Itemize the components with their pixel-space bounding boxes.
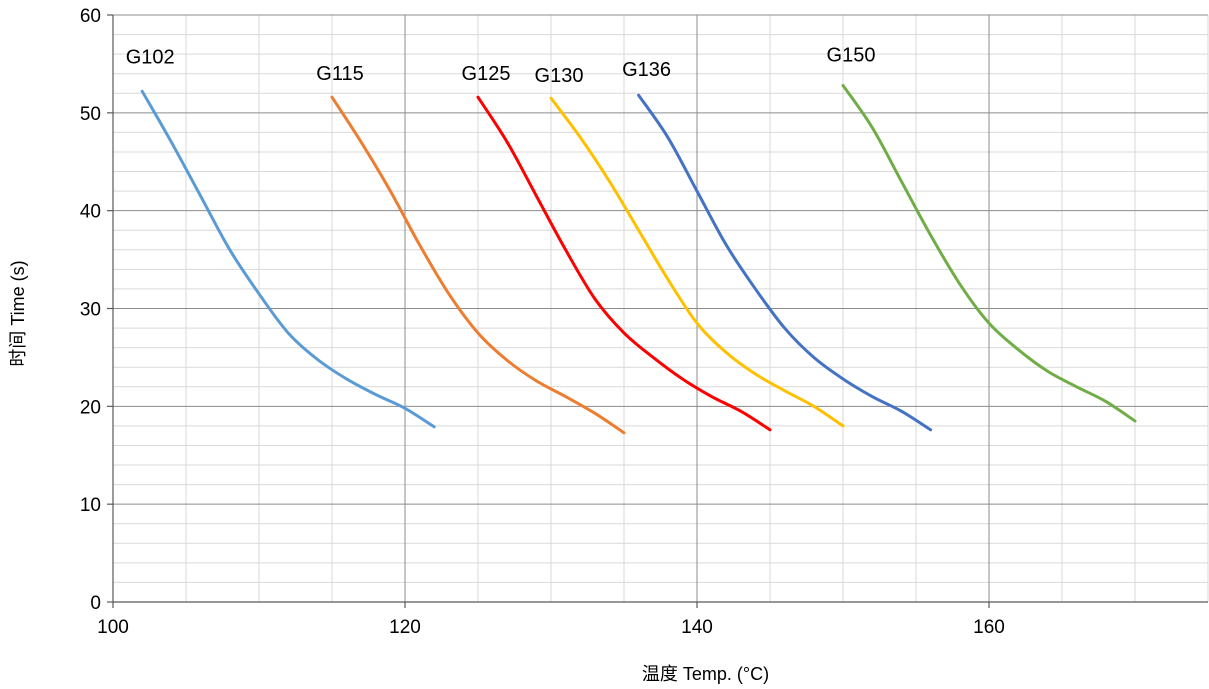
y-tick-label: 10 xyxy=(80,495,101,516)
y-tick-label: 40 xyxy=(80,202,101,223)
series-label-g136: G136 xyxy=(622,59,671,81)
x-axis-title: 温度 Temp. (°C) xyxy=(642,664,769,684)
major-gridlines xyxy=(113,14,1208,602)
x-tick-label: 120 xyxy=(389,617,421,638)
series-label-g130: G130 xyxy=(535,65,584,87)
series-line-g102 xyxy=(140,89,436,429)
series-line-g115 xyxy=(330,95,626,435)
series-labels: G102 G115 G125 G130 G136 G150 xyxy=(126,44,876,87)
series-line-g125 xyxy=(476,95,772,432)
series-label-g115: G115 xyxy=(316,63,363,85)
series-line-g136 xyxy=(637,93,933,432)
y-tick-label: 50 xyxy=(80,104,101,125)
y-axis-title: 时间 Time (s) xyxy=(8,260,28,366)
series-line-g130 xyxy=(549,96,845,428)
series-line-g150 xyxy=(841,83,1137,423)
series-label-g150: G150 xyxy=(827,44,876,66)
y-tick-label: 30 xyxy=(80,300,101,321)
y-tick-label: 0 xyxy=(90,593,101,614)
x-tick-label: 140 xyxy=(681,617,713,638)
x-tick-label: 160 xyxy=(973,617,1005,638)
y-tick-label: 60 xyxy=(80,6,101,27)
x-tick-label: 100 xyxy=(97,617,129,638)
series-label-g125: G125 xyxy=(462,63,511,85)
series-label-g102: G102 xyxy=(126,46,175,68)
tick-labels: 0 10 20 30 40 50 60 100 120 140 160 xyxy=(80,6,1005,638)
y-tick-label: 20 xyxy=(80,397,101,418)
series-lines xyxy=(140,83,1137,435)
axes xyxy=(107,14,1208,608)
